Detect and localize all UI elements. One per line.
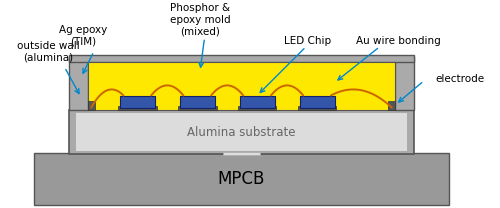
Bar [69, 110, 414, 154]
Bar [180, 95, 214, 108]
Text: Alumina substrate: Alumina substrate [187, 126, 296, 139]
Bar [118, 106, 156, 110]
Bar [88, 101, 95, 110]
Bar [88, 62, 396, 110]
Bar [300, 95, 334, 108]
Bar [298, 106, 337, 110]
Text: electrode: electrode [435, 74, 484, 84]
Text: Phosphor &
epoxy mold
(mixed): Phosphor & epoxy mold (mixed) [170, 3, 230, 37]
Text: MPCB: MPCB [218, 170, 265, 188]
Text: Ag epoxy
(TIM): Ag epoxy (TIM) [59, 25, 107, 47]
Bar [69, 57, 87, 110]
Bar [178, 106, 216, 110]
Bar [396, 57, 414, 110]
Bar [223, 152, 260, 155]
Text: LED Chip: LED Chip [284, 36, 332, 46]
Text: outside wall
(alumina): outside wall (alumina) [16, 41, 80, 62]
Bar [120, 95, 155, 108]
Bar [76, 113, 407, 151]
Bar [240, 95, 274, 108]
Bar [388, 101, 396, 110]
Text: Au wire bonding: Au wire bonding [356, 36, 440, 46]
Bar [238, 106, 277, 110]
Bar [69, 55, 414, 62]
Bar [34, 153, 449, 205]
